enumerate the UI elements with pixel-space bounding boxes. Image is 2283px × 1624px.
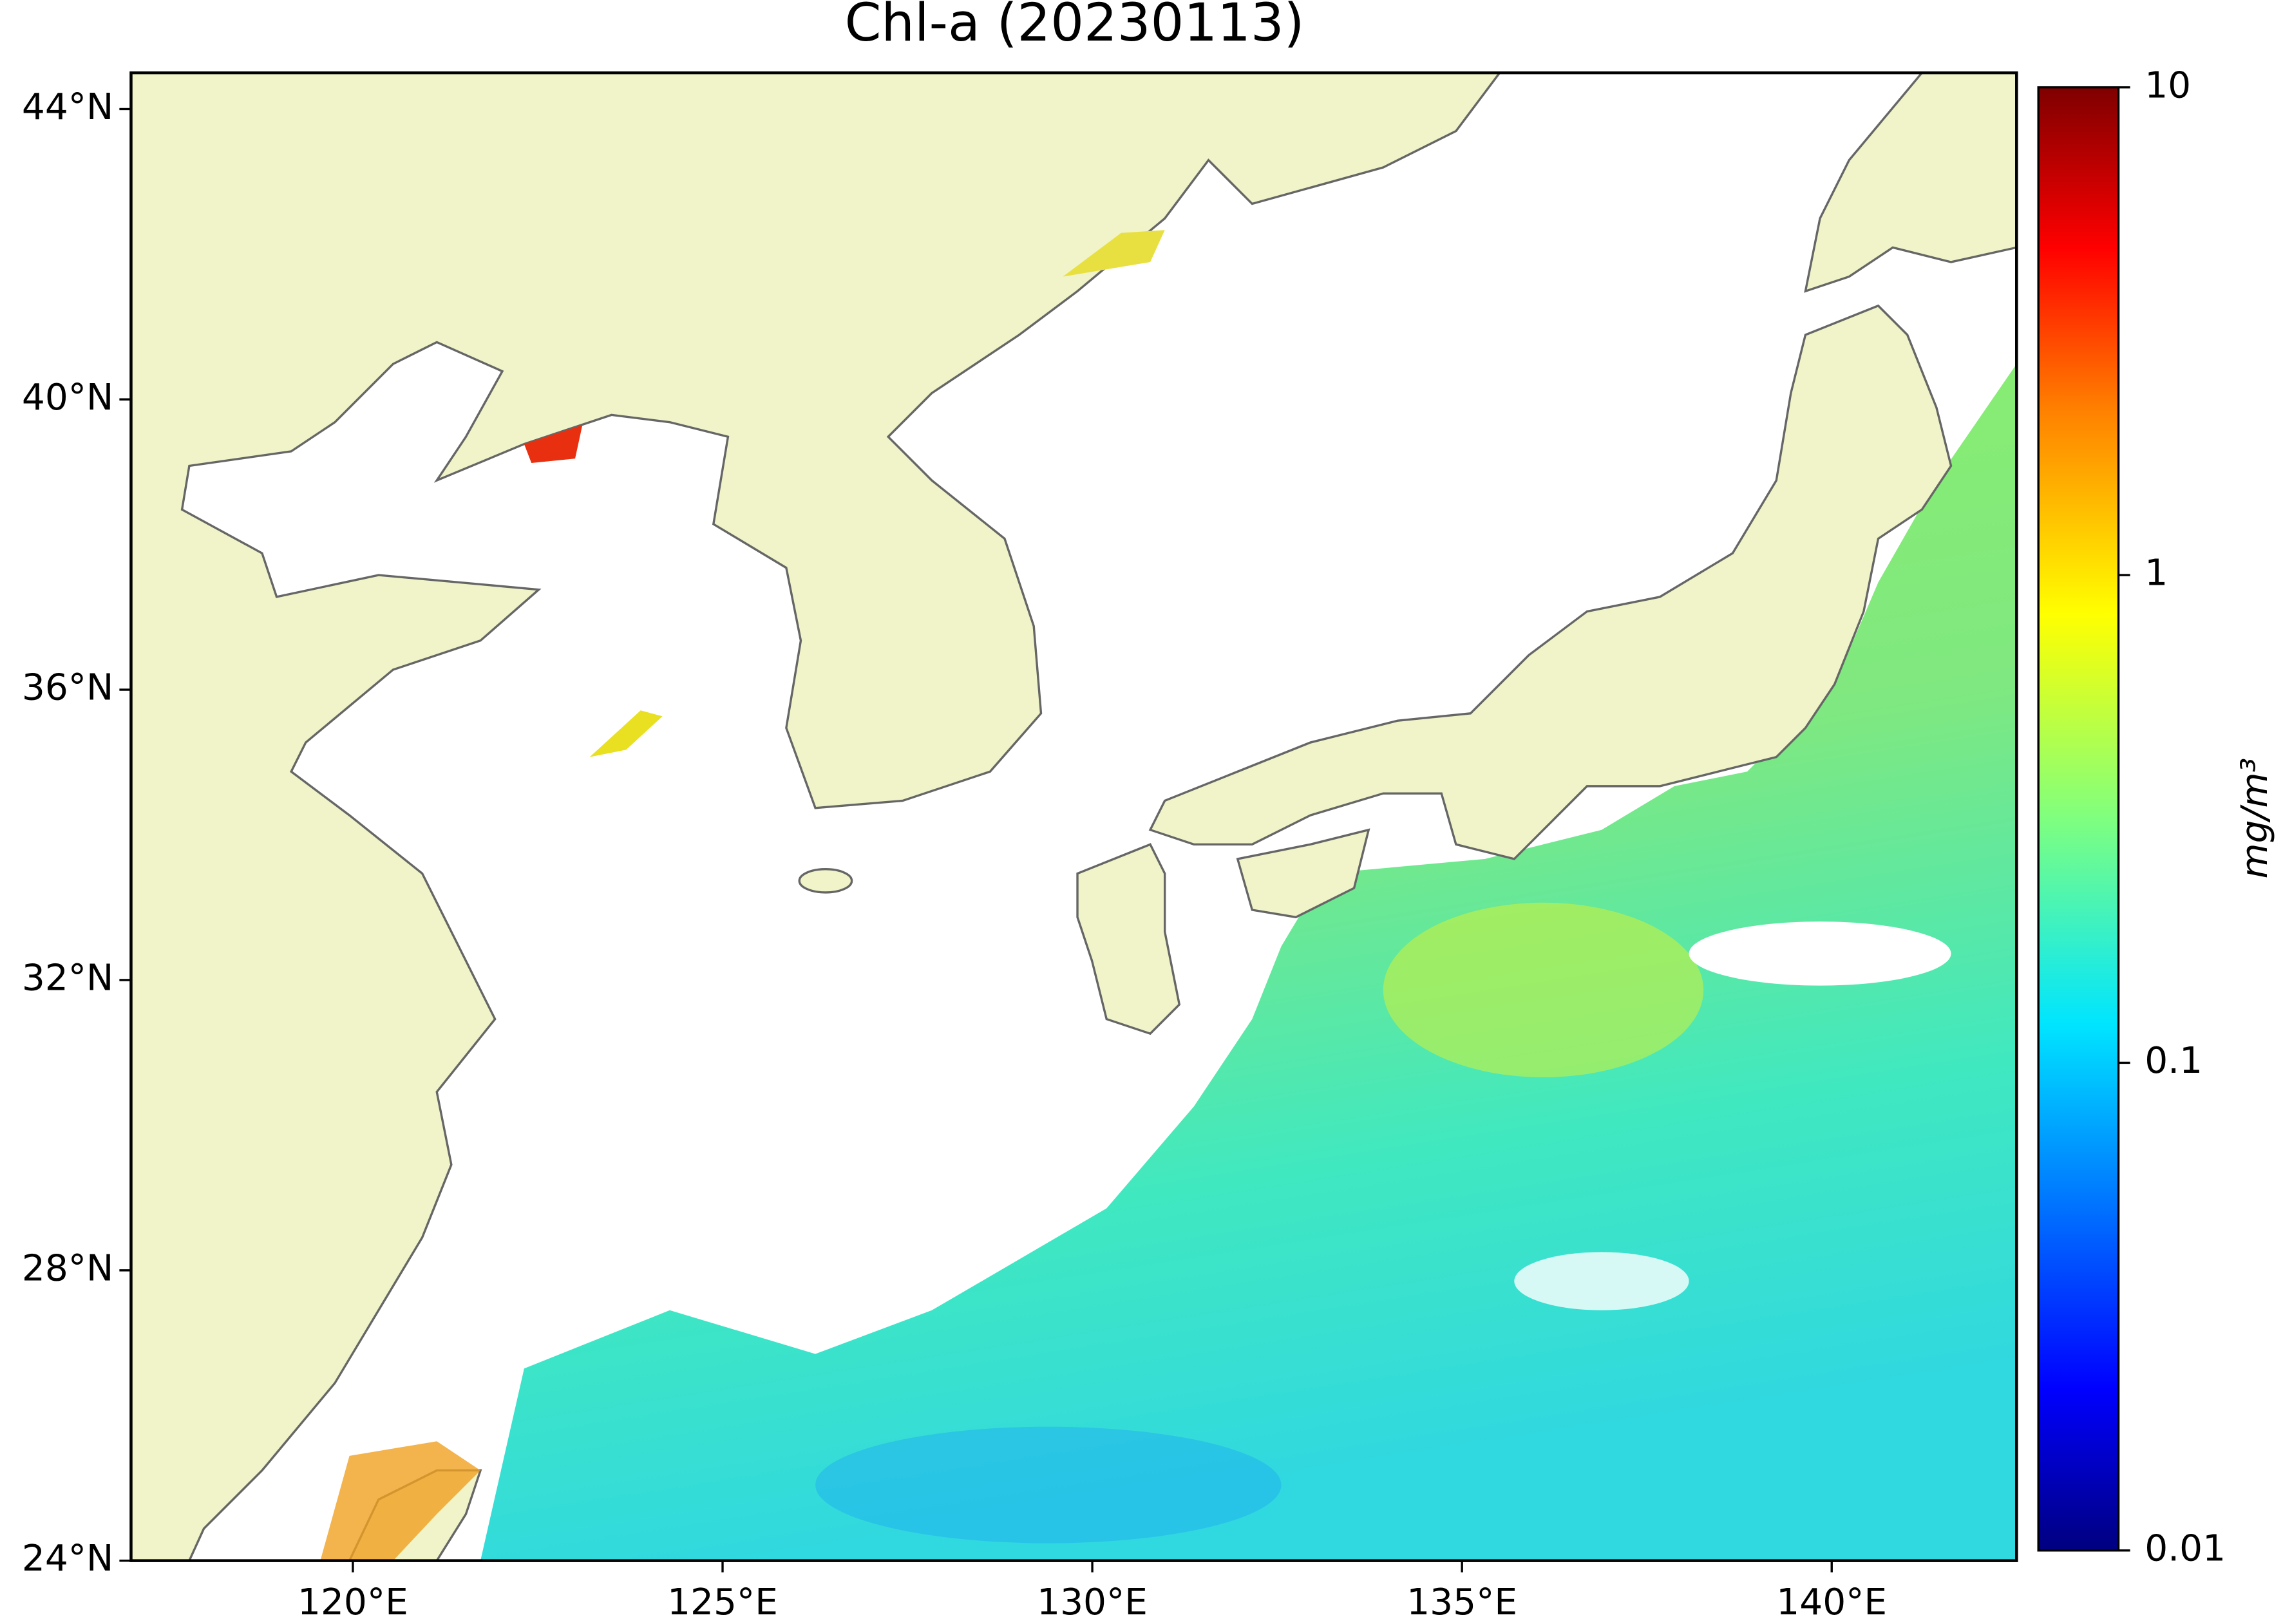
hokkaido [1804, 73, 2017, 293]
colorbar [2037, 86, 2120, 1552]
y-tick-label: 24°N [22, 1538, 113, 1580]
chlorophyll-patch [1383, 902, 1704, 1078]
cloud-gap [1689, 921, 1951, 986]
kyushu [1076, 843, 1181, 1035]
colorbar-label: mg/m³ [2234, 758, 2276, 879]
colorbar-tick-label: 0.01 [2145, 1527, 2226, 1569]
x-tick-label: 135°E [1407, 1582, 1517, 1623]
cloud-gap [1514, 1252, 1689, 1310]
x-tick-label: 125°E [667, 1582, 778, 1623]
y-tick-label: 32°N [22, 958, 113, 999]
jeju [798, 868, 853, 894]
title: Chl-a (20230113) [845, 0, 1305, 53]
chlorophyll-patch [524, 425, 583, 463]
chlorophyll-patch [1063, 230, 1165, 277]
y-tick-label: 44°N [22, 86, 113, 128]
colorbar-tick-label: 10 [2145, 64, 2191, 106]
colorbar-tick-label: 1 [2145, 552, 2168, 594]
chlorophyll-patch [815, 1426, 1282, 1544]
honshu [1148, 304, 1953, 860]
x-tick-label: 140°E [1776, 1582, 1887, 1623]
mainland [131, 73, 1501, 1561]
y-tick-label: 28°N [22, 1247, 113, 1289]
x-tick-label: 120°E [298, 1582, 408, 1623]
x-tick-label: 130°E [1037, 1582, 1148, 1623]
map-area [131, 73, 2017, 1561]
y-tick-label: 40°N [22, 377, 113, 419]
chlorophyll-patch [589, 710, 663, 757]
y-tick-label: 36°N [22, 667, 113, 709]
map-frame [129, 71, 2018, 1562]
colorbar-tick-label: 0.1 [2145, 1040, 2202, 1082]
chlorophyll-patch [320, 1441, 481, 1561]
shikoku [1236, 828, 1370, 919]
